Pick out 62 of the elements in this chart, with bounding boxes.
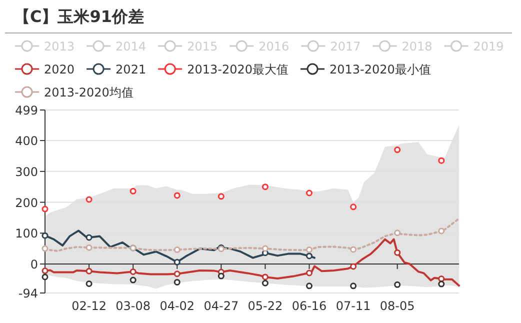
point xyxy=(86,244,92,251)
point xyxy=(438,276,445,282)
point xyxy=(86,268,92,274)
point xyxy=(218,272,224,280)
point xyxy=(130,188,136,194)
legend-label: 2013-2020均值 xyxy=(44,86,134,100)
point xyxy=(350,263,357,270)
point xyxy=(42,268,48,274)
point xyxy=(394,281,401,288)
point xyxy=(86,280,92,287)
point xyxy=(306,270,313,276)
point xyxy=(306,252,313,260)
legend-label: 2021 xyxy=(116,62,146,76)
point xyxy=(350,246,357,253)
x-tick-label: 04-27 xyxy=(204,299,239,313)
y-tick-label: 300 xyxy=(15,164,38,179)
point xyxy=(306,246,313,254)
point xyxy=(350,282,357,290)
point xyxy=(262,184,268,190)
point xyxy=(262,245,268,252)
chart-title: 【C】玉米91价差 xyxy=(14,7,144,26)
x-tick-label: 04-02 xyxy=(160,299,195,313)
point xyxy=(438,157,445,164)
point xyxy=(42,232,48,239)
legend-label: 2013-2020最大值 xyxy=(187,62,289,76)
y-tick-label: -94 xyxy=(18,286,38,300)
point xyxy=(438,280,445,288)
point xyxy=(174,278,180,286)
point xyxy=(174,270,180,278)
point xyxy=(306,190,313,196)
y-tick-label: 100 xyxy=(15,226,38,241)
point xyxy=(86,196,92,203)
x-tick-label: 06-16 xyxy=(292,299,327,313)
point xyxy=(306,282,313,290)
point xyxy=(42,206,48,212)
point xyxy=(86,234,92,241)
point xyxy=(42,245,48,252)
point xyxy=(394,230,401,236)
y-tick-label: 499 xyxy=(15,104,38,118)
point xyxy=(350,204,357,210)
point xyxy=(130,276,136,284)
y-tick-label: 400 xyxy=(15,134,38,148)
point xyxy=(174,258,180,266)
point xyxy=(438,228,445,234)
legend-label: 2020 xyxy=(44,62,75,76)
y-tick-label: 200 xyxy=(15,196,38,210)
point xyxy=(262,274,268,280)
point xyxy=(174,246,180,254)
point xyxy=(394,146,401,154)
y-tick-label: 0 xyxy=(30,257,38,272)
x-tick-label: 05-22 xyxy=(248,299,283,313)
x-tick-label: 02-12 xyxy=(72,299,106,313)
point xyxy=(130,268,136,275)
x-tick-label: 03-08 xyxy=(116,299,151,313)
point xyxy=(394,249,401,256)
point xyxy=(174,192,180,199)
point xyxy=(218,193,224,200)
x-tick-label: 08-05 xyxy=(380,299,415,313)
legend-label: 2013-2020最小值 xyxy=(330,62,431,76)
point xyxy=(42,274,48,280)
point xyxy=(262,280,268,286)
x-tick-label: 07-11 xyxy=(336,299,371,313)
